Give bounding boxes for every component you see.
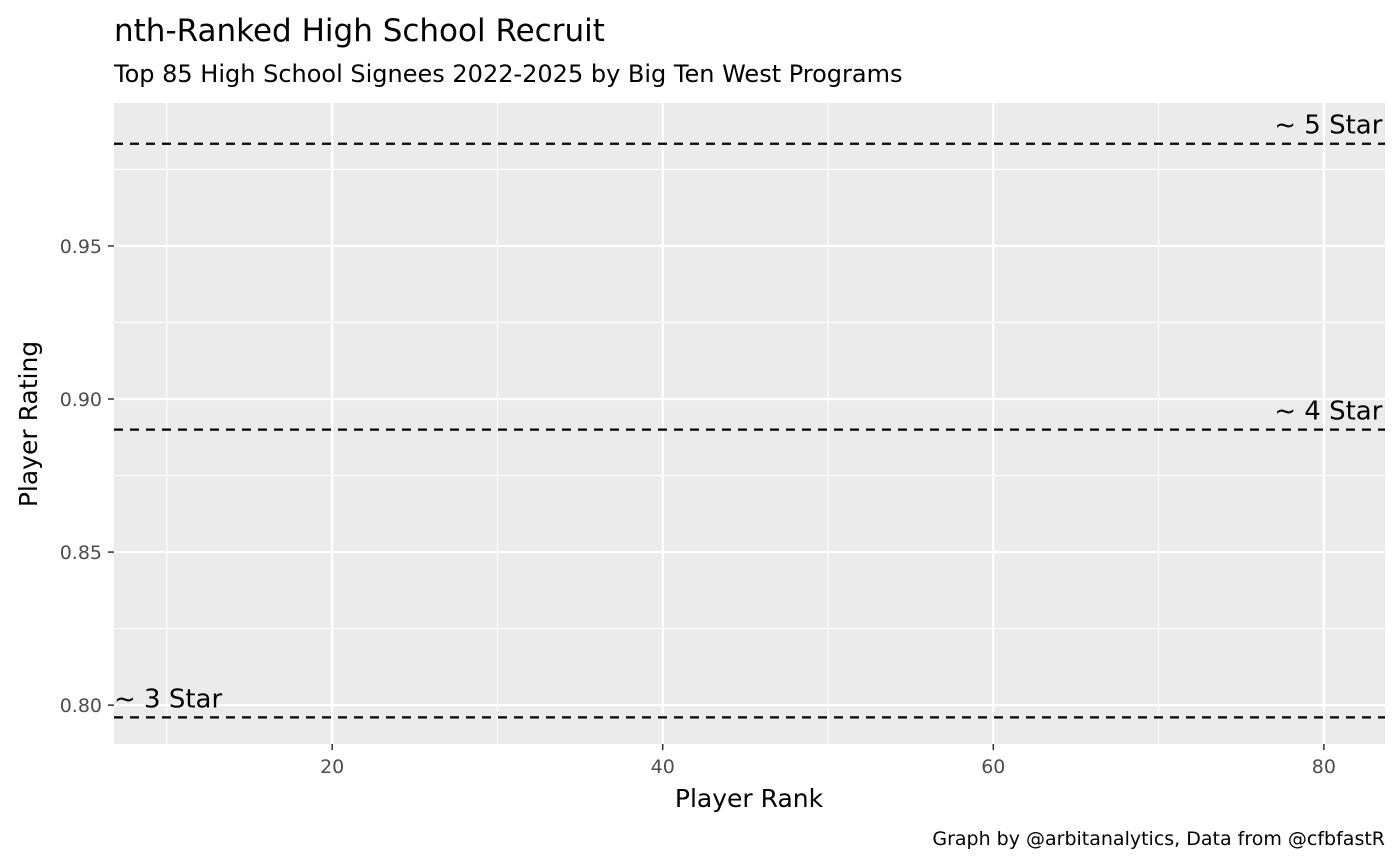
reference-line-label: ~ 5 Star bbox=[1274, 111, 1382, 141]
reference-line-label: ~ 4 Star bbox=[1274, 397, 1382, 427]
y-tick-label: 0.80 bbox=[60, 695, 102, 717]
y-axis-title: Player Rating bbox=[14, 341, 43, 507]
x-tick-label: 60 bbox=[981, 756, 1005, 778]
chart-subtitle: Top 85 High School Signees 2022-2025 by … bbox=[113, 60, 903, 88]
reference-lines: ~ 5 Star ~ 4 Star ~ 3 Star bbox=[114, 111, 1385, 719]
y-tick-label: 0.95 bbox=[60, 236, 102, 258]
plot-panel bbox=[114, 103, 1385, 744]
x-tick-label: 80 bbox=[1312, 756, 1336, 778]
x-tick-label: 20 bbox=[320, 756, 344, 778]
x-axis-title: Player Rank bbox=[675, 784, 824, 813]
gridlines bbox=[114, 103, 1385, 744]
y-tick-label: 0.90 bbox=[60, 389, 102, 411]
chart-title: nth-Ranked High School Recruit bbox=[114, 13, 605, 49]
x-tick-label: 40 bbox=[651, 756, 675, 778]
chart-caption: Graph by @arbitanalytics, Data from @cfb… bbox=[932, 828, 1385, 850]
reference-line-label: ~ 3 Star bbox=[114, 684, 222, 714]
y-tick-label: 0.85 bbox=[60, 542, 102, 564]
axes: 20 40 60 80 0.80 0.85 0.90 0.95 bbox=[60, 236, 1336, 778]
